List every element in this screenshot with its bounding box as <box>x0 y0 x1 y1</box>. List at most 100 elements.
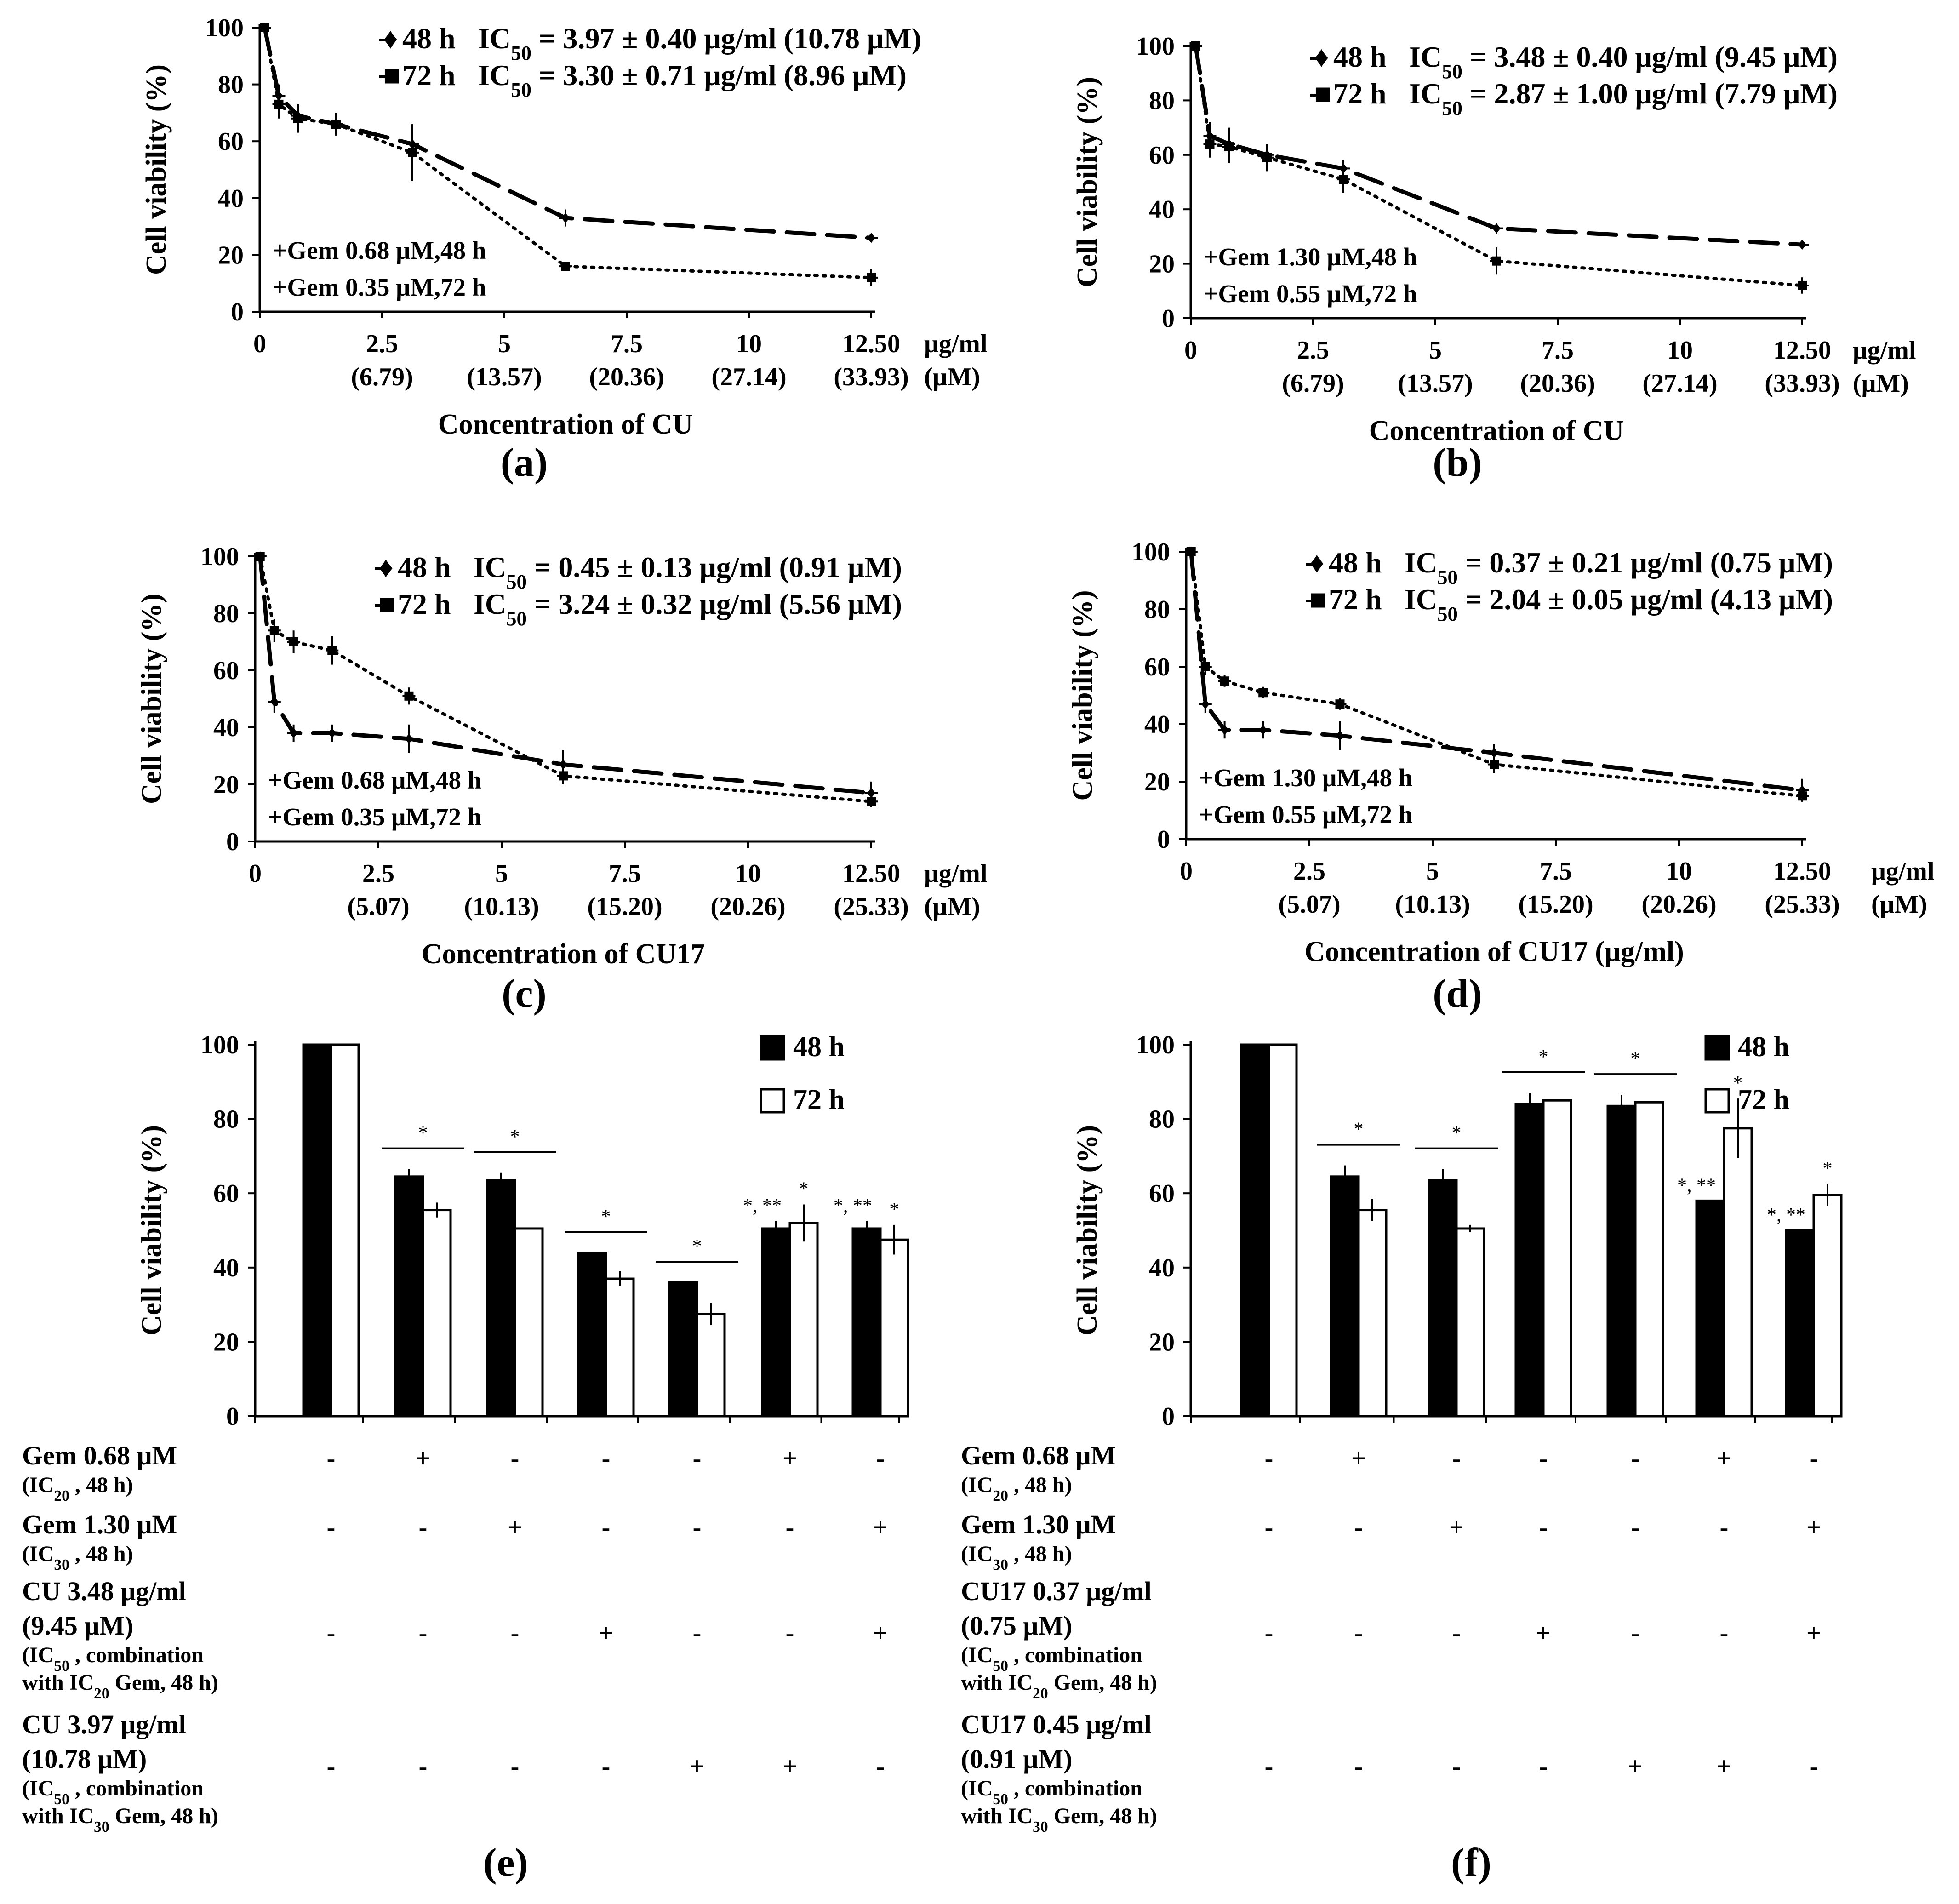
x-tick-label: 10 <box>735 859 761 888</box>
treatment-sign: - <box>511 1619 520 1647</box>
data-point-48h <box>1336 731 1344 741</box>
data-point-48h <box>1220 725 1229 735</box>
gem-note: +Gem 1.30 μM,48 h <box>1204 243 1417 271</box>
treatment-note: (IC50 , combination <box>961 1776 1142 1808</box>
treatment-label: CU 3.48 μg/ml <box>22 1576 186 1606</box>
bar-48h-group-4 <box>1606 1104 1637 1418</box>
significance-star-72h: * <box>890 1199 899 1220</box>
legend-label: 72 h <box>1738 1084 1789 1115</box>
x-tick-label: 12.50 <box>842 859 900 888</box>
x-tick-label: 12.50 <box>1773 857 1831 886</box>
legend-swatch <box>760 1088 785 1114</box>
treatment-sign: - <box>602 1752 611 1781</box>
x-tick-label: 10 <box>736 330 762 358</box>
data-point-48h <box>289 728 298 738</box>
treatment-sign: + <box>416 1444 430 1473</box>
data-point-72h <box>331 120 341 129</box>
x-unit-label: μg/ml <box>924 330 988 358</box>
data-point-72h <box>260 23 269 32</box>
treatment-note: (IC30 , 48 h) <box>22 1542 133 1573</box>
treatment-label: Gem 1.30 μM <box>961 1509 1116 1539</box>
ic50-annotation: IC50 = 3.48 ± 0.40 μg/ml (9.45 μM) <box>1409 40 1838 83</box>
legend-label: 48 h <box>1329 546 1382 579</box>
treatment-sign: - <box>1265 1444 1274 1473</box>
x-tick-label: 5 <box>498 330 511 358</box>
y-tick-label: 100 <box>200 543 239 571</box>
bar-48h-group-1 <box>394 1175 424 1418</box>
bar-72h-group-2 <box>514 1227 544 1418</box>
treatment-note: with IC30 Gem, 48 h) <box>22 1804 218 1835</box>
data-point-72h <box>274 99 284 109</box>
x-unit-sublabel: (μM) <box>1871 890 1927 919</box>
legend-label: 72 h <box>1333 77 1387 110</box>
x-tick-sublabel: (27.14) <box>711 363 786 391</box>
data-point-72h <box>327 646 337 655</box>
x-tick-sublabel: (5.07) <box>347 892 409 921</box>
x-axis-label: Concentration of CU <box>438 409 693 440</box>
data-point-48h <box>270 697 279 707</box>
y-tick-label: 100 <box>205 14 244 42</box>
ic50-annotation: IC50 = 2.87 ± 1.00 μg/ml (7.79 μM) <box>1409 77 1838 120</box>
treatment-label: CU 3.97 μg/ml <box>22 1710 186 1739</box>
treatment-sign: + <box>690 1752 704 1781</box>
significance-star: * <box>1354 1119 1364 1140</box>
bar-72h-group-1 <box>1357 1209 1388 1418</box>
y-tick-label: 20 <box>218 241 244 269</box>
treatment-note: (IC20 , 48 h) <box>961 1473 1072 1504</box>
bar-72h-group-3 <box>605 1277 635 1418</box>
x-tick-sublabel: (33.93) <box>1765 369 1839 398</box>
treatment-sign: + <box>873 1619 888 1647</box>
y-axis-label: Cell viability (%) <box>1072 1125 1103 1336</box>
panel-d: 0 20 40 60 80 100 0 2.5 (5.07) 5 (10.13) 7.5 (15.20)… <box>1067 538 1935 1016</box>
y-tick-label: 60 <box>1149 141 1175 170</box>
y-tick-label: 40 <box>1149 1254 1175 1282</box>
bar-48h-group-6 <box>1785 1229 1815 1418</box>
legend-label: 72 h <box>398 588 451 620</box>
ic50-annotation: IC50 = 0.45 ± 0.13 μg/ml (0.91 μM) <box>474 551 902 593</box>
x-tick-label: 2.5 <box>362 859 394 888</box>
data-point-72h <box>1186 547 1196 556</box>
significance-star: * <box>510 1126 520 1148</box>
legend-swatch <box>1704 1088 1730 1114</box>
data-point-48h <box>1490 748 1498 758</box>
y-tick-label: 100 <box>200 1031 239 1059</box>
legend-swatch <box>760 1035 785 1061</box>
x-tick-sublabel: (15.20) <box>1518 890 1593 919</box>
treatment-sign: + <box>1351 1444 1366 1473</box>
x-tick-sublabel: (6.79) <box>351 363 413 391</box>
legend-label: 72 h <box>1329 583 1382 616</box>
treatment-label: Gem 1.30 μM <box>22 1509 177 1539</box>
treatment-sign: + <box>1717 1444 1731 1473</box>
data-point-72h <box>1798 791 1807 801</box>
data-point-72h <box>407 148 417 157</box>
y-tick-label: 40 <box>213 1254 239 1282</box>
legend-marker-icon: ■ <box>383 59 401 91</box>
y-tick-label: 0 <box>226 828 239 856</box>
treatment-sign: - <box>1539 1444 1548 1473</box>
legend-marker-icon: ■ <box>1314 77 1332 110</box>
data-point-72h <box>269 626 279 635</box>
panel-label: (b) <box>1433 440 1482 485</box>
x-tick-sublabel: (25.33) <box>834 892 908 921</box>
panel-f: 0 20 40 60 80 100 Cell viability (%) * * * * *, ** *… <box>961 1031 1843 1885</box>
x-tick-label: 5 <box>1429 336 1442 365</box>
treatment-sign: - <box>327 1752 336 1781</box>
ic50-annotation: IC50 = 2.04 ± 0.05 μg/ml (4.13 μM) <box>1405 583 1833 625</box>
treatment-sign: - <box>1452 1752 1461 1781</box>
y-axis-label: Cell viability (%) <box>136 1125 167 1336</box>
panel-label: (e) <box>483 1841 528 1885</box>
treatment-sign: + <box>1536 1619 1551 1647</box>
treatment-sign: - <box>693 1619 702 1647</box>
y-tick-label: 0 <box>1162 304 1175 333</box>
x-tick-label: 10 <box>1667 336 1693 365</box>
gem-note: +Gem 0.55 μM,72 h <box>1199 800 1412 829</box>
x-tick-sublabel: (10.13) <box>464 892 539 921</box>
treatment-sign: - <box>1265 1619 1274 1647</box>
significance-star: * <box>601 1206 611 1227</box>
treatment-sign: - <box>1810 1752 1818 1781</box>
treatment-label: Gem 0.68 μM <box>961 1441 1116 1470</box>
data-point-72h <box>1490 760 1499 769</box>
x-tick-label: 2.5 <box>1297 336 1329 365</box>
y-tick-label: 0 <box>231 298 244 326</box>
